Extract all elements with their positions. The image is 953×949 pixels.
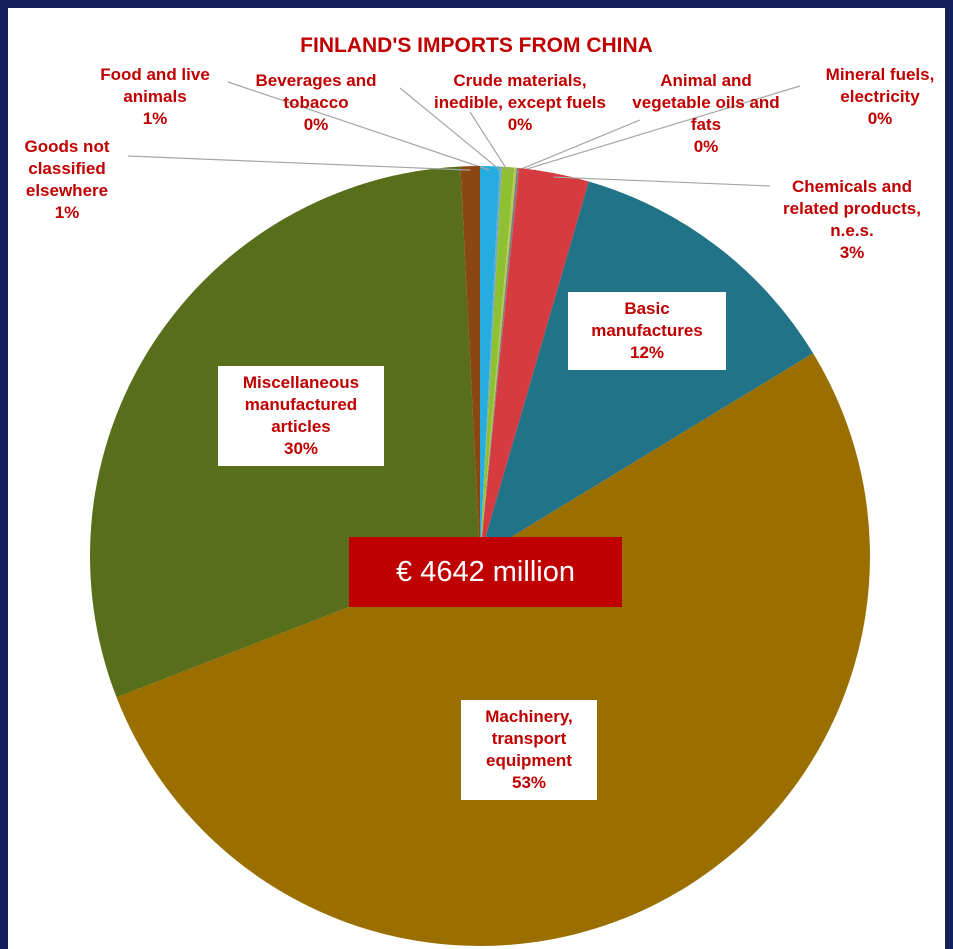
value-label: 1% [142, 109, 168, 128]
category-label: Beverages and tobacco [255, 71, 377, 112]
slice-label: Basic manufactures 12% [568, 292, 726, 370]
pie-slice [480, 167, 589, 556]
leader-line [514, 119, 641, 173]
value-label: 0% [507, 115, 533, 134]
category-label: Crude materials, inedible, except fuels [434, 71, 606, 112]
value-label: 12% [629, 343, 665, 362]
leader-line [517, 85, 801, 173]
leader-line [227, 81, 490, 171]
slice-label: Beverages and tobacco 0% [241, 70, 391, 136]
leader-line [399, 87, 501, 172]
leader-line [469, 111, 509, 172]
category-label: Mineral fuels, electricity [825, 65, 935, 106]
slice-label: Goods not classified elsewhere 1% [5, 136, 130, 224]
slice-label: Mineral fuels, electricity 0% [810, 64, 950, 130]
category-label: Miscellaneous manufactured articles [242, 373, 360, 436]
pie-slice [480, 167, 520, 556]
chart-title: FINLAND'S IMPORTS FROM CHINA [300, 34, 653, 57]
category-label: Animal and vegetable oils and fats [632, 71, 780, 134]
leader-line [553, 176, 771, 187]
pie-slice [480, 166, 500, 556]
slice-label: Crude materials, inedible, except fuels 0… [433, 70, 608, 136]
slice-label: Machinery, transport equipment 53% [461, 700, 597, 800]
category-label: Goods not classified elsewhere [24, 137, 110, 200]
value-label: 1% [54, 203, 80, 222]
pie-slice [480, 166, 503, 556]
pie-slice [116, 353, 871, 946]
total-annotation: € 4642 million [349, 537, 622, 607]
pie-slice [480, 166, 515, 556]
category-label: Food and live animals [100, 65, 210, 106]
slice-label: Miscellaneous manufactured articles 30% [218, 366, 384, 466]
category-label: Machinery, transport equipment [485, 707, 573, 770]
value-label: 0% [693, 137, 719, 156]
value-label: 30% [283, 439, 319, 458]
pie-slice [480, 167, 517, 557]
slice-label: Food and live animals 1% [85, 64, 225, 130]
value-label: 0% [303, 115, 329, 134]
slice-label: Chemicals and related products, n.e.s. 3% [762, 176, 942, 264]
pie-slice [460, 166, 480, 556]
category-label: Chemicals and related products, n.e.s. [783, 177, 921, 240]
value-label: 3% [839, 243, 865, 262]
value-label: 53% [511, 773, 547, 792]
value-label: 0% [867, 109, 893, 128]
category-label: Basic manufactures [591, 299, 703, 340]
slice-label: Animal and vegetable oils and fats 0% [631, 70, 781, 158]
leader-line [127, 155, 471, 171]
